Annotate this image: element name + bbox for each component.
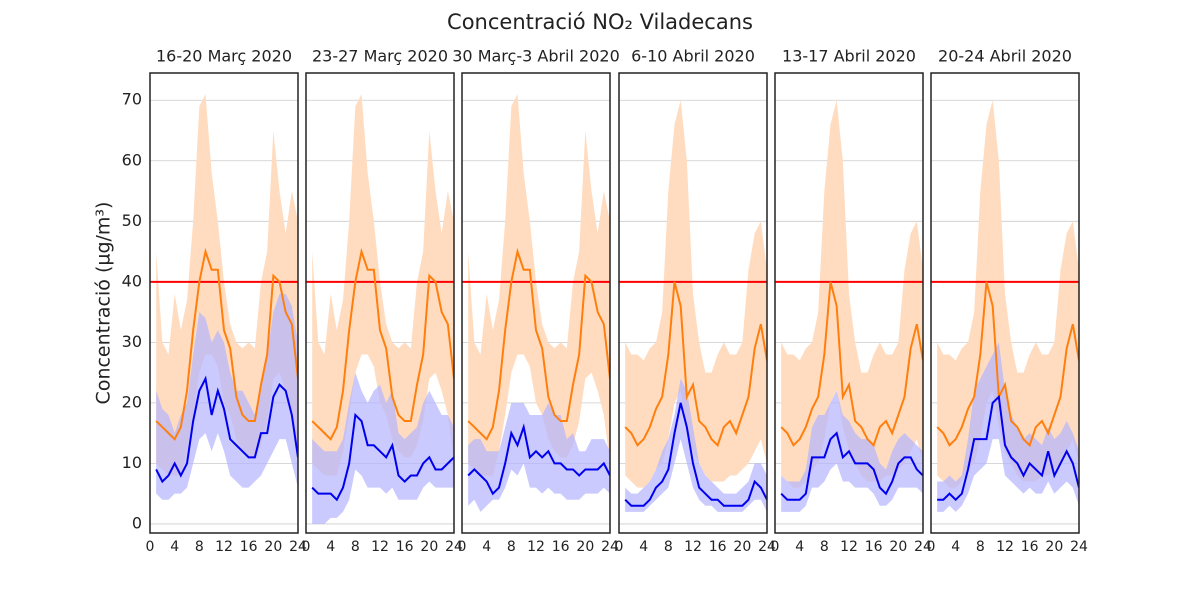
x-tick-label: 16 [396,539,414,555]
x-tick-label: 4 [795,539,804,555]
y-tick-label: 50 [122,211,142,230]
x-tick-label: 16 [552,539,570,555]
band [625,378,767,512]
band [156,293,298,500]
x-tick-label: 20 [889,539,907,555]
x-tick-label: 24 [1070,539,1088,555]
plot-content [306,94,454,524]
band [937,100,1079,488]
x-tick-label: 12 [527,539,545,555]
x-tick-label: 0 [927,539,936,555]
series-line [937,394,1079,502]
band [781,100,923,488]
panel-title: 13-17 Abril 2020 [782,47,916,66]
x-tick-label: 8 [507,539,516,555]
x-tick-label: 4 [326,539,335,555]
x-tick-label: 20 [1045,539,1063,555]
x-tick-label: 16 [865,539,883,555]
y-tick-label: 40 [122,271,142,290]
band [312,372,454,524]
plot-content [931,100,1079,512]
y-tick-label: 70 [122,90,142,109]
figure-title: Concentració NO₂ Viladecans [447,10,753,34]
series-line [624,402,767,507]
panel-title: 16-20 Març 2020 [156,47,292,66]
panel: 0 4 8 12 16 20 24 23-27 Març 2020 [302,47,463,556]
x-tick-label: 16 [1021,539,1039,555]
panel-title: 23-27 Març 2020 [312,47,448,66]
series-line [155,375,298,484]
panel-frame [461,72,611,534]
x-tick-label: 12 [840,539,858,555]
x-tick-label: 0 [146,539,155,555]
x-tick-label: 12 [684,539,702,555]
series-line [624,281,767,448]
series-line [936,281,1079,448]
x-tick-label: 20 [733,539,751,555]
x-tick-label: 24 [445,539,463,555]
band [468,402,610,512]
x-tick-label: 0 [615,539,624,555]
series-line [155,247,298,441]
x-tick-label: 8 [664,539,673,555]
series-line [780,281,923,448]
x-tick-label: 12 [996,539,1014,555]
panel: 0 4 8 12 16 20 24 13-17 Abril 2020 [771,47,932,556]
x-tick-label: 8 [820,539,829,555]
x-tick-label: 8 [351,539,360,555]
x-tick-label: 24 [601,539,619,555]
y-tick-label: 10 [122,453,142,472]
x-tick-label: 20 [576,539,594,555]
y-tick-label: 60 [122,150,142,169]
panel-title: 30 Març-3 Abril 2020 [452,47,620,66]
series-line [467,423,610,496]
x-tick-label: 16 [709,539,727,555]
x-tick-label: 16 [240,539,258,555]
x-tick-label: 12 [371,539,389,555]
panel-frame [305,72,455,534]
plot-content [462,94,610,512]
series-line [311,412,454,502]
panel-title: 6-10 Abril 2020 [631,47,755,66]
plot-content [775,100,923,512]
x-tick-label: 20 [264,539,282,555]
x-tick-label: 8 [195,539,204,555]
y-tick-label: 20 [122,392,142,411]
x-tick-label: 12 [215,539,233,555]
panel-frame [930,72,1080,534]
panel: 0 4 8 12 16 20 24 6-10 Abril 2020 [615,47,776,556]
plot-content [150,94,298,500]
x-tick-label: 20 [420,539,438,555]
y-axis-label: Concentració (µg/m³) [93,202,115,405]
series-line [780,431,923,501]
x-tick-label: 24 [914,539,932,555]
x-tick-label: 8 [976,539,985,555]
panel-title: 20-24 Abril 2020 [938,47,1072,66]
x-tick-label: 4 [170,539,179,555]
x-tick-label: 0 [302,539,311,555]
x-tick-label: 4 [482,539,491,555]
x-tick-label: 0 [458,539,467,555]
y-tick-label: 30 [122,332,142,351]
panel-frame [618,72,768,534]
x-tick-label: 0 [771,539,780,555]
band [781,390,923,512]
band [625,100,767,488]
y-tick-label: 0 [132,513,142,532]
panel: 0 4 8 12 16 20 24 20-24 Abril 2020 [927,47,1088,556]
plot-content [619,100,767,512]
panel-frame [774,72,924,534]
series-line [311,247,454,441]
x-tick-label: 24 [758,539,776,555]
x-tick-label: 4 [951,539,960,555]
x-tick-label: 24 [289,539,307,555]
panel: 0 4 8 12 16 20 24 30 Març-3 Abril 2020 [452,47,620,556]
series-line [467,247,610,441]
x-tick-label: 4 [639,539,648,555]
panel-frame [149,72,299,534]
